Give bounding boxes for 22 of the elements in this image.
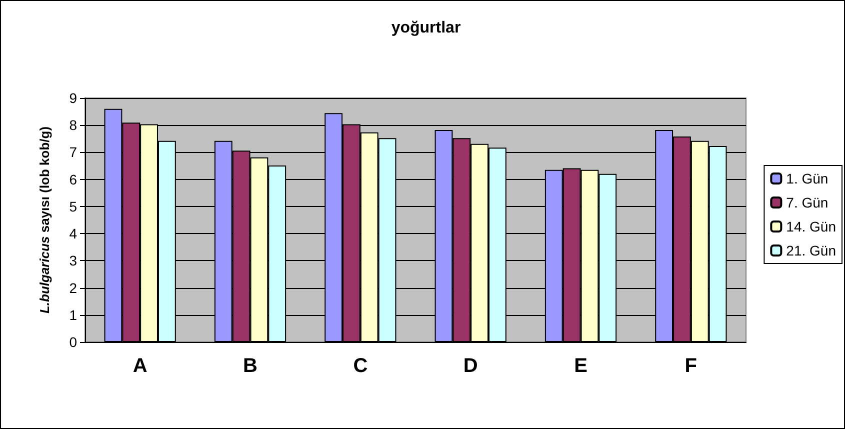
y-tick-label: 7 xyxy=(69,144,78,160)
x-tick-label: D xyxy=(463,355,478,377)
x-tick-label: B xyxy=(243,355,258,377)
y-tick-label: 1 xyxy=(69,306,78,323)
legend-label: 7. Gün xyxy=(786,194,828,210)
y-tick-label: 4 xyxy=(69,226,78,242)
y-tick-label: 6 xyxy=(69,171,78,188)
y-axis-title: L.bulgaricus sayısı (lob kob/g) xyxy=(37,126,52,314)
x-tick-label: A xyxy=(132,355,148,377)
y-tick-label: 0 xyxy=(69,334,78,350)
y-tick-label: 9 xyxy=(69,90,78,106)
x-tick-label: E xyxy=(574,355,588,377)
y-tick-label: 3 xyxy=(69,252,78,269)
x-tick-label: C xyxy=(353,355,368,377)
y-tick-label: 8 xyxy=(69,117,78,134)
legend-label: 14. Gün xyxy=(786,218,836,234)
y-tick-label: 2 xyxy=(69,280,78,296)
x-tick-label: F xyxy=(684,355,698,377)
legend-label: 21. Gün xyxy=(786,242,836,258)
chart-title: yoğurtlar xyxy=(391,20,461,36)
legend-label: 1. Gün xyxy=(786,170,828,186)
y-tick-label: 5 xyxy=(69,198,78,214)
